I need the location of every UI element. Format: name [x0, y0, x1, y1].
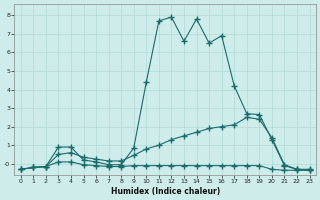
X-axis label: Humidex (Indice chaleur): Humidex (Indice chaleur) [110, 187, 220, 196]
